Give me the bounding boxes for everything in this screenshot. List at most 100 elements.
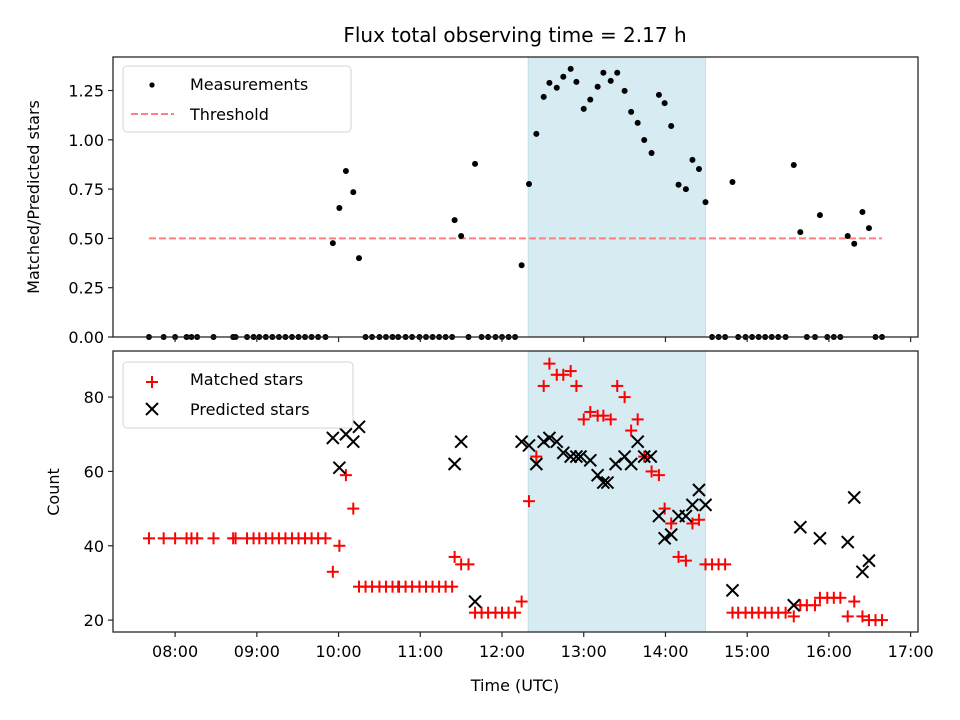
predicted-stars-point (698, 498, 713, 512)
count-legend-box (122, 361, 354, 429)
predicted-stars-point (522, 438, 536, 453)
matched-stars-point (229, 532, 242, 545)
measurement-point (844, 233, 851, 240)
matched-stars-point (319, 532, 332, 545)
matched-stars-point (584, 405, 597, 418)
x-tick-label: 13:00 (561, 642, 607, 661)
matched-stars-point (604, 413, 617, 426)
predicted-stars-point (542, 431, 557, 445)
matched-stars-point (841, 610, 854, 623)
matched-stars-point (692, 513, 705, 526)
matched-stars-point (142, 532, 155, 545)
measurement-point (816, 212, 823, 219)
matched-stars-point (515, 595, 528, 608)
predicted-stars-point (454, 434, 468, 449)
measurement-point (695, 166, 702, 172)
x-tick-label: 10:00 (316, 642, 362, 661)
matched-stars-point (672, 550, 685, 563)
matched-stars-point (679, 554, 692, 567)
matched-stars-point (509, 606, 522, 619)
y-tick-label: 80 (84, 388, 104, 407)
predicted-stars-point (583, 453, 597, 467)
matched-stars-point (665, 517, 678, 530)
measurement-point (533, 130, 540, 137)
predicted-stars-point (813, 531, 827, 546)
measurement-point (567, 65, 574, 72)
matched-stars-point (446, 580, 459, 593)
matched-stars-point (570, 379, 583, 392)
predicted-stars-point (596, 475, 611, 490)
predicted-stars-point (679, 509, 693, 523)
ratio-axes-frame (112, 56, 919, 338)
predicted-stars-point (563, 449, 578, 464)
count-axes-frame (112, 350, 919, 633)
matched-stars-point (577, 413, 590, 426)
measurement-point (518, 262, 525, 269)
predicted-stars-point (332, 461, 347, 475)
matched-stars-point (537, 379, 550, 392)
y-tick-label: 0.25 (68, 279, 104, 298)
measurement-point (472, 160, 479, 167)
matched-stars-point (191, 532, 204, 545)
matched-stars-point (339, 469, 352, 482)
measurement-point (546, 79, 553, 86)
legend-marker-measurements (149, 82, 155, 88)
count-observing-window (527, 350, 707, 633)
matched-stars-point (719, 558, 732, 571)
predicted-stars-point (447, 457, 462, 471)
matched-stars-point (787, 610, 800, 623)
measurement-point (355, 255, 362, 262)
x-tick-label: 09:00 (234, 642, 280, 661)
measurement-point (648, 150, 655, 157)
predicted-stars-point (346, 434, 360, 449)
matched-stars-point (333, 539, 346, 552)
ratio-observing-window (527, 56, 707, 338)
measurement-point (729, 179, 736, 186)
measurement-point (587, 96, 594, 103)
matched-stars-point (157, 532, 170, 545)
measurement-point (336, 205, 343, 212)
predicted-stars-point (644, 449, 658, 464)
predicted-stars-point (536, 434, 551, 449)
y-tick-label: 40 (84, 537, 104, 556)
x-tick-label: 11:00 (397, 642, 443, 661)
predicted-stars-point (692, 483, 706, 497)
measurement-point (790, 162, 797, 169)
measurement-point (641, 137, 648, 144)
predicted-stars-point (624, 457, 638, 471)
matched-stars-point (631, 413, 644, 426)
matched-stars-point (834, 591, 847, 604)
legend-label-matched: Matched stars (190, 370, 303, 389)
measurement-point (458, 233, 465, 240)
measurement-point (525, 180, 532, 187)
measurement-point (451, 217, 458, 224)
measurement-point (607, 77, 614, 84)
x-axis-label: Time (UTC) (470, 676, 559, 695)
predicted-stars-point (652, 509, 666, 523)
matched-stars-point (169, 532, 182, 545)
predicted-stars-point (326, 431, 340, 445)
measurement-point (594, 83, 601, 90)
y-tick-label: 0.00 (68, 328, 104, 347)
measurement-point (560, 73, 567, 80)
predicted-stars-point (556, 446, 571, 460)
measurement-point (797, 229, 804, 236)
x-tick-label: 16:00 (806, 642, 852, 661)
predicted-stars-point (862, 553, 876, 568)
measurement-point (661, 100, 668, 107)
matched-stars-point (207, 532, 220, 545)
measurement-point (329, 240, 336, 247)
x-tick-label: 14:00 (642, 642, 688, 661)
predicted-stars-point (855, 565, 870, 579)
matched-stars-point (876, 614, 889, 627)
matched-stars-point (779, 606, 792, 619)
predicted-stars-point (725, 583, 740, 598)
matched-stars-point (856, 610, 869, 623)
predicted-stars-point (657, 531, 672, 546)
legend-label-measurements: Measurements (190, 75, 308, 94)
legend-label-predicted: Predicted stars (190, 400, 310, 419)
matched-stars-point (658, 502, 671, 515)
matched-stars-point (848, 595, 861, 608)
matched-stars-point (809, 599, 822, 612)
predicted-stars-point (664, 527, 678, 542)
